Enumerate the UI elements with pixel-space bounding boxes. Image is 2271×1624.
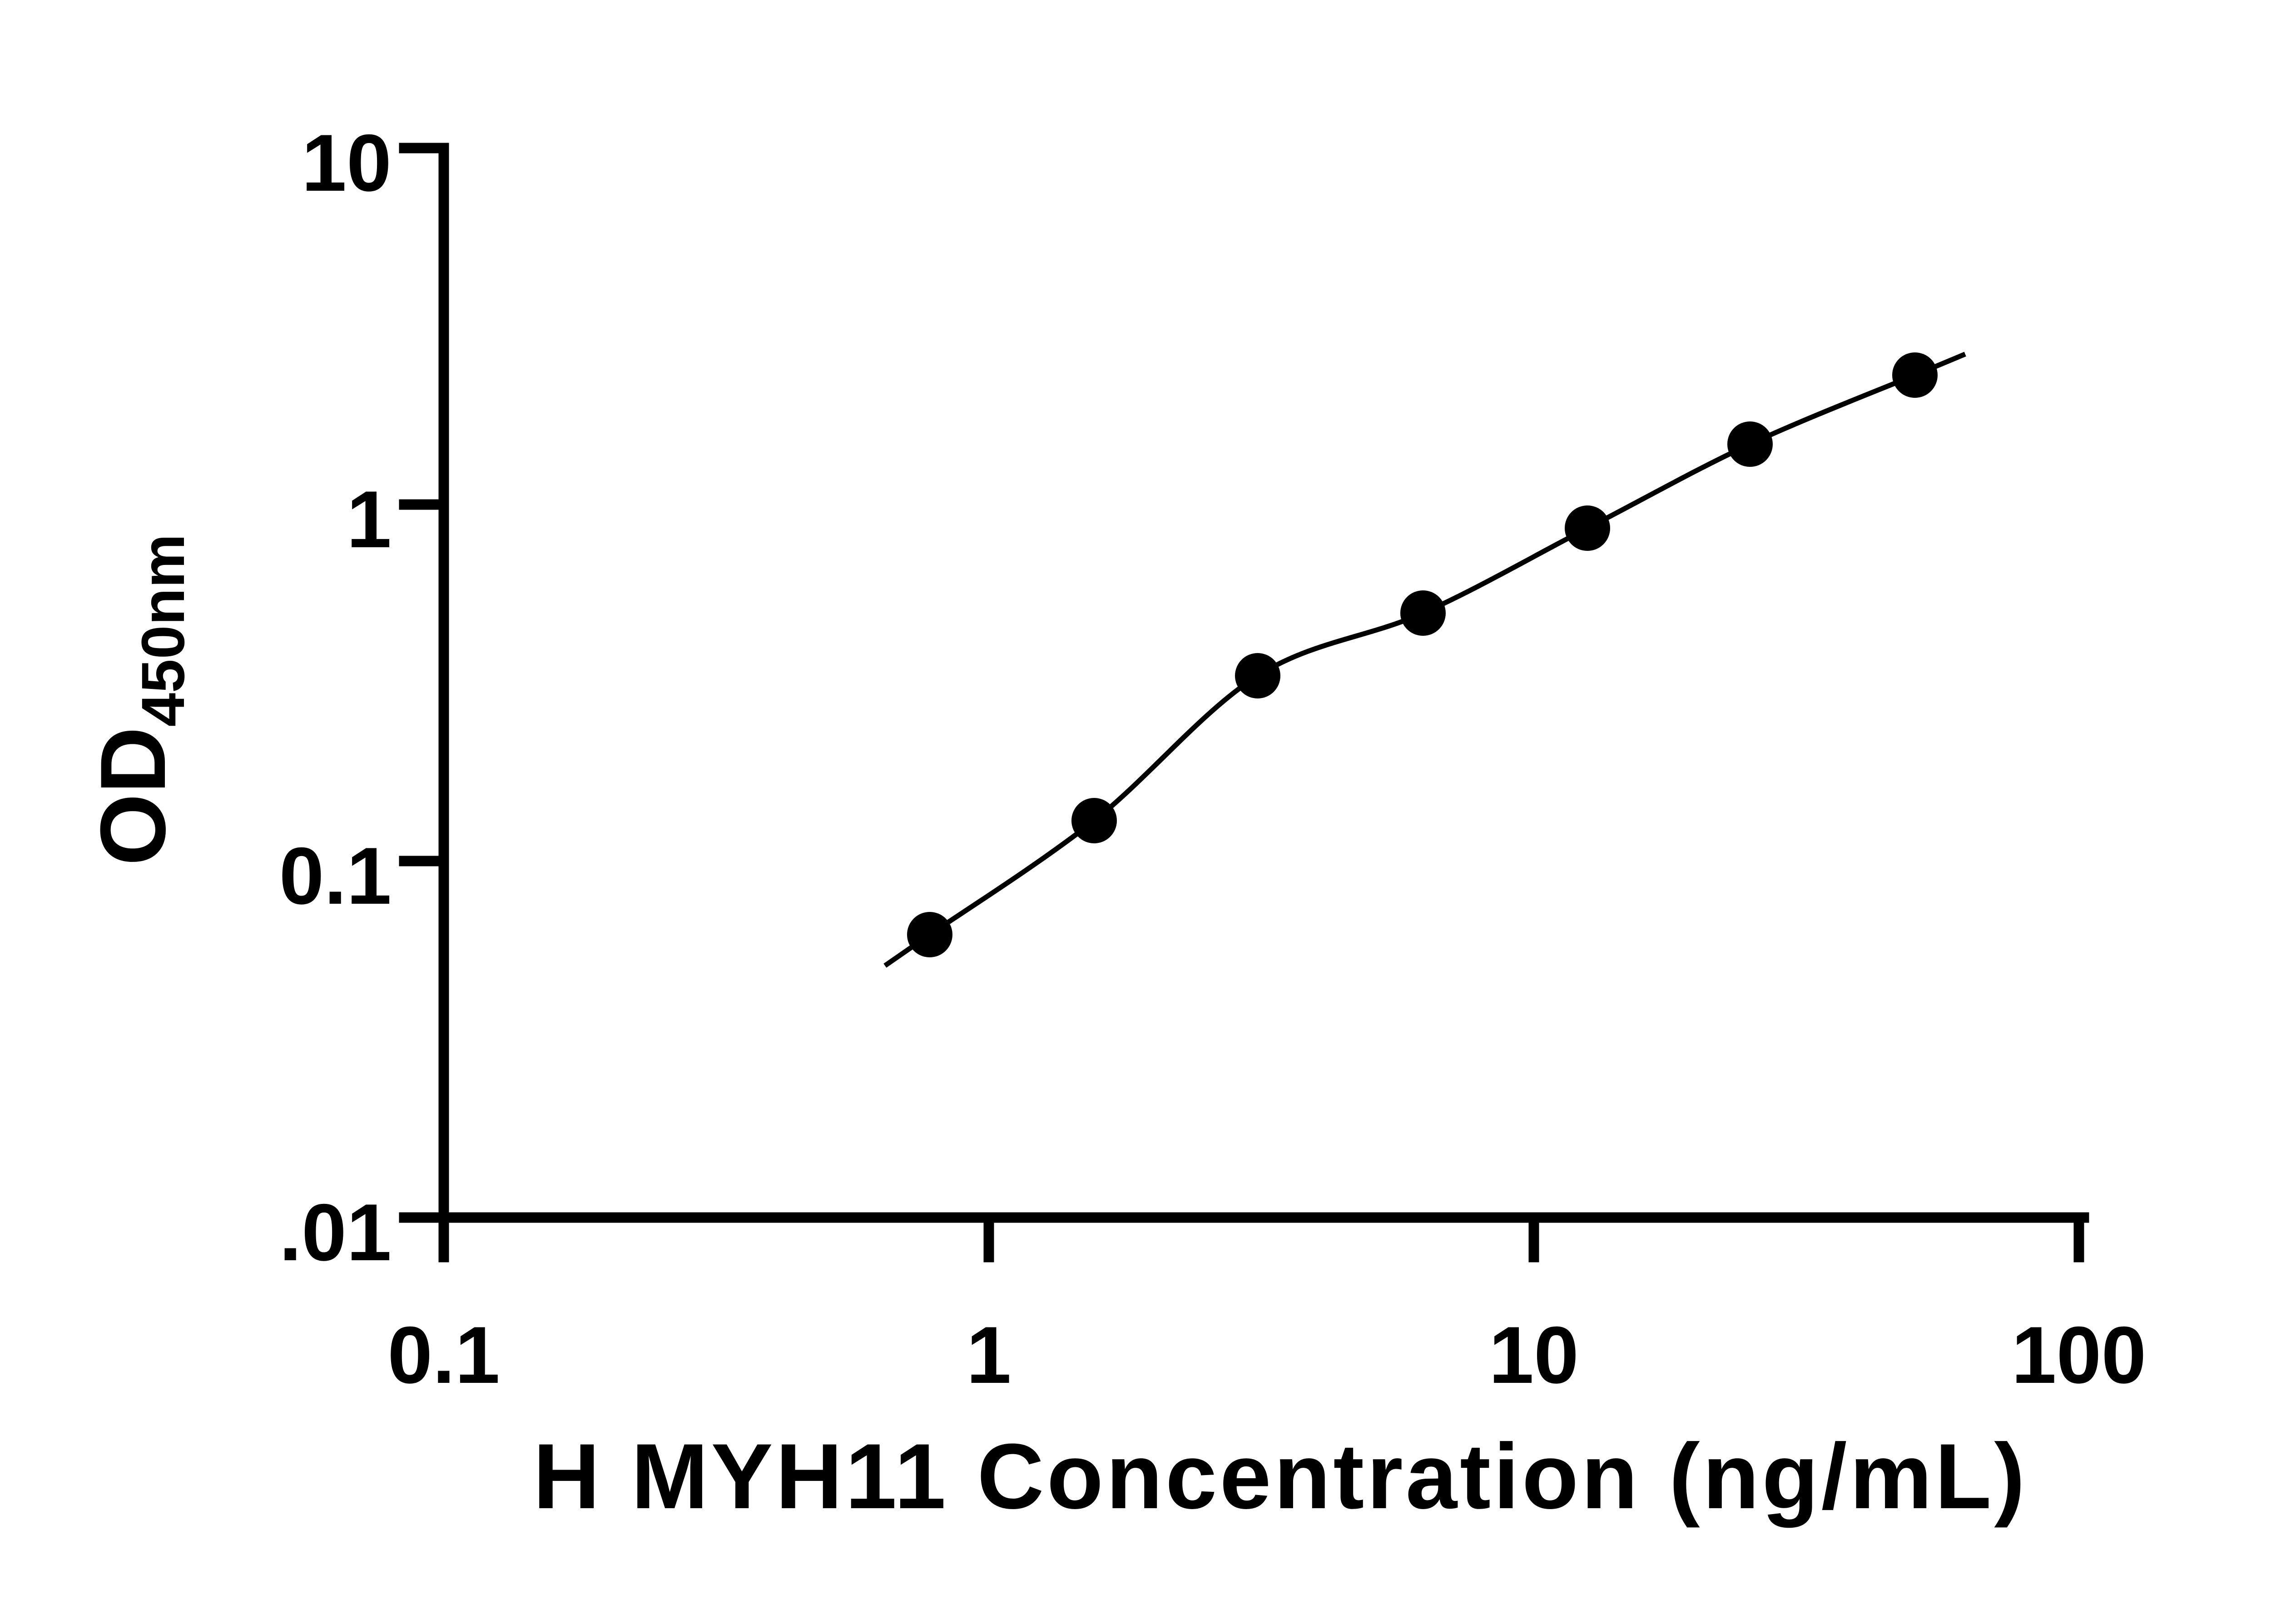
svg-text:1: 1 [347,474,392,564]
svg-text:1: 1 [967,1310,1012,1400]
svg-text:0.1: 0.1 [279,831,392,921]
svg-text:.01: .01 [279,1187,392,1277]
svg-text:10: 10 [1489,1310,1579,1400]
svg-text:0.1: 0.1 [387,1310,500,1400]
svg-text:10: 10 [302,118,392,208]
svg-text:100: 100 [2012,1310,2147,1400]
svg-text:H MYH11 Concentration (ng/mL): H MYH11 Concentration (ng/mL) [533,1425,2028,1528]
